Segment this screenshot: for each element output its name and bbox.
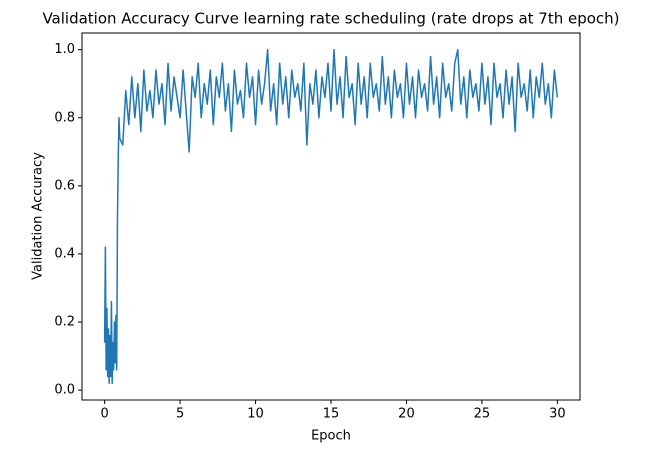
x-tick-label: 5	[176, 407, 184, 422]
x-axis-label: Epoch	[311, 429, 351, 444]
y-tick-label: 1.0	[54, 42, 75, 57]
chart-title: Validation Accuracy Curve learning rate …	[42, 10, 619, 28]
y-tick-label: 0.4	[54, 246, 75, 261]
y-tick-label: 0.0	[54, 383, 75, 398]
x-tick-label: 10	[247, 407, 264, 422]
y-tick-label: 0.2	[54, 315, 75, 330]
x-tick-label: 30	[549, 407, 566, 422]
x-tick-label: 15	[323, 407, 340, 422]
y-tick-label: 0.6	[54, 178, 75, 193]
y-axis-label: Validation Accuracy	[31, 152, 46, 280]
x-tick-label: 20	[398, 407, 415, 422]
x-tick-label: 25	[474, 407, 491, 422]
accuracy-line	[103, 48, 559, 385]
y-tick-label: 0.8	[54, 110, 75, 125]
x-tick-label: 0	[100, 407, 108, 422]
